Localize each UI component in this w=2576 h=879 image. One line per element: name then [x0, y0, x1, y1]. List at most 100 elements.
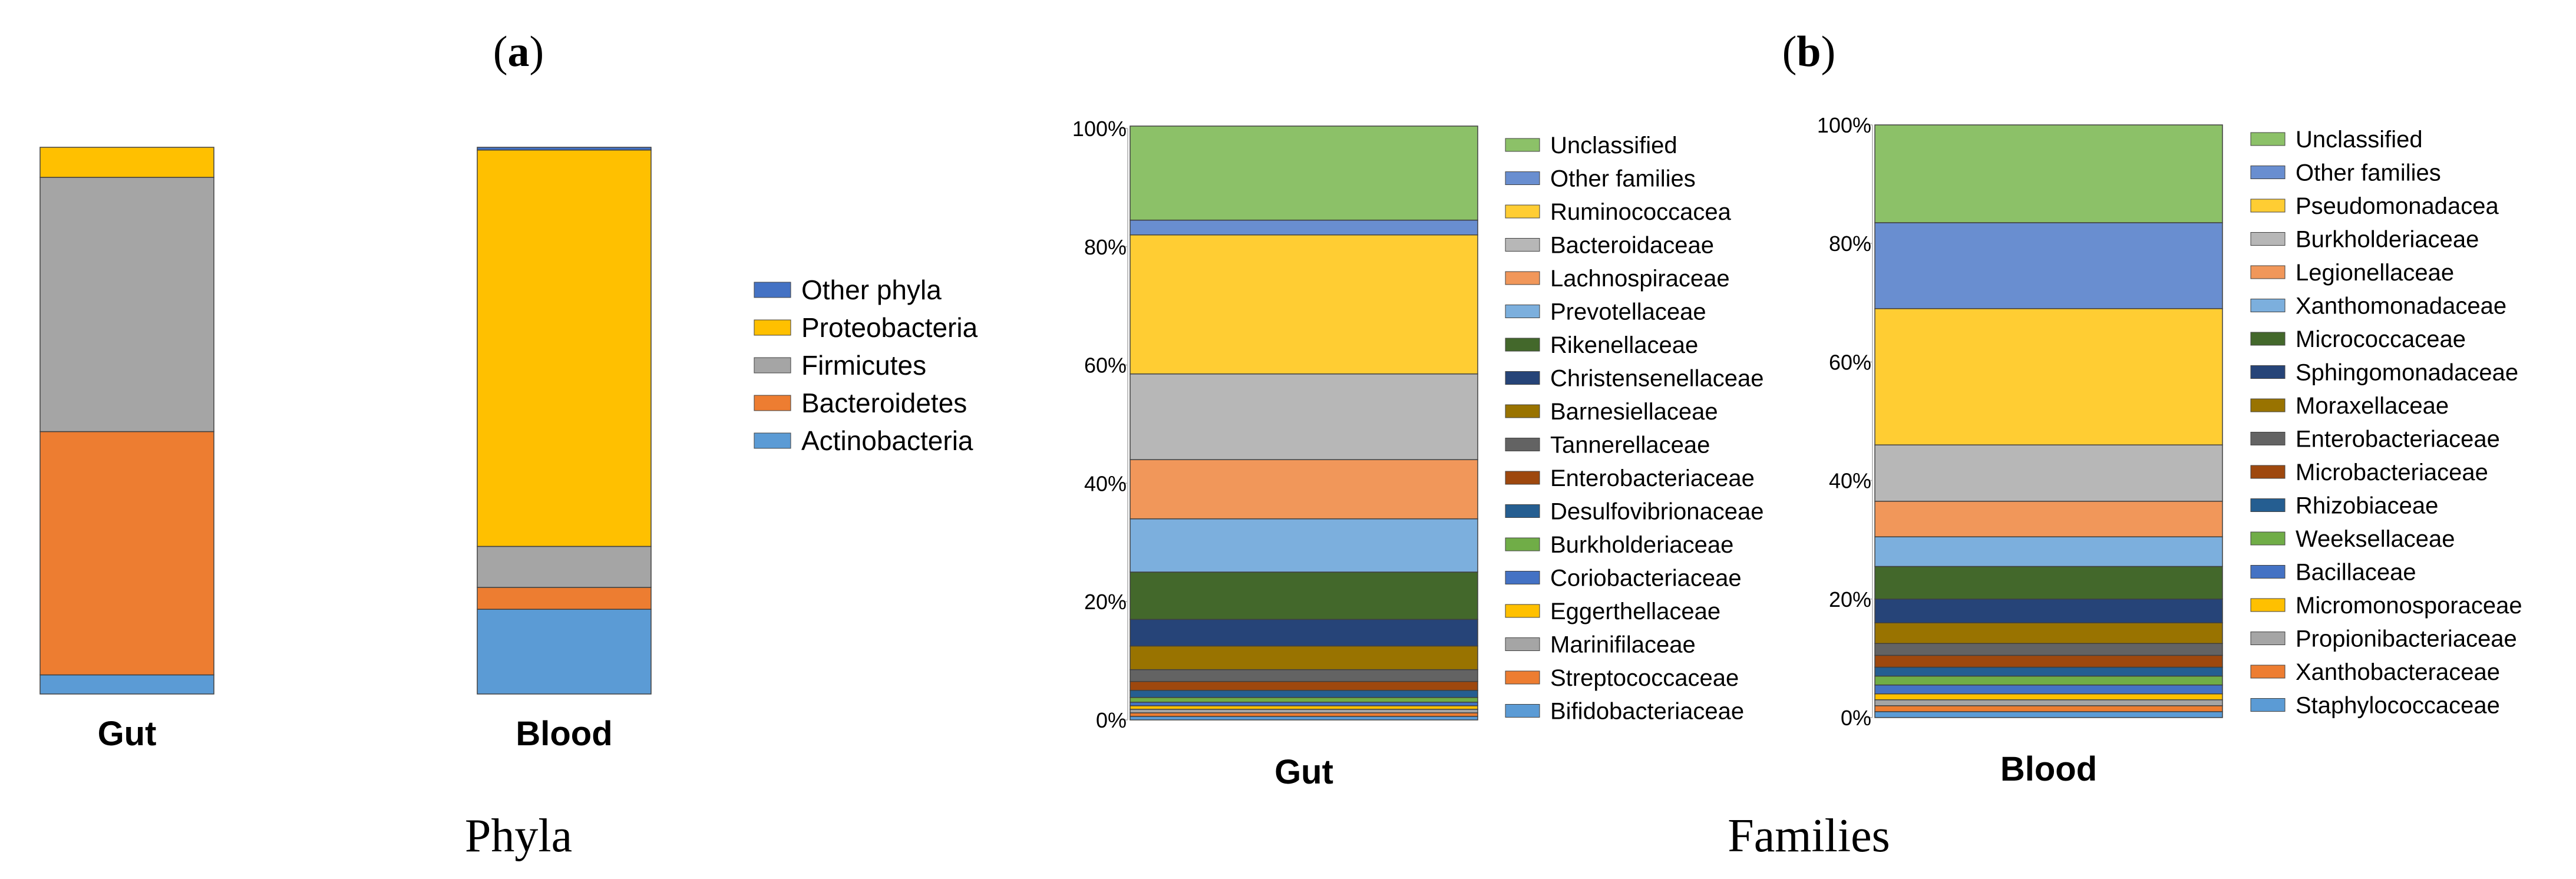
blood-families-legend-swatch-propionibacteriaceae — [2250, 632, 2286, 645]
gut-families-segment-streptococcaceae — [1130, 712, 1478, 717]
blood-families-category-label: Blood — [2000, 750, 2097, 788]
blood-families-segment-unclassified — [1874, 124, 2223, 223]
gut-families-segment-desulfovibrionaceae — [1130, 690, 1478, 698]
blood-families-segment-sphingomonadaceae — [1874, 599, 2223, 623]
gut-families-legend-label-tannerellaceae: Tannerellaceae — [1550, 432, 1710, 458]
gut-families-legend-label-streptococcaceae: Streptococcaceae — [1550, 665, 1739, 691]
gut-families-legend-swatch-bacteroidaceae — [1505, 238, 1540, 252]
gut-families-legend-swatch-burkholderiaceae — [1505, 537, 1540, 551]
phyla-category-label-gut: Gut — [98, 715, 157, 753]
blood-families-segment-xanthobacteraceae — [1874, 705, 2223, 712]
blood-families-legend-label-burkholderiaceae: Burkholderiaceae — [2296, 227, 2479, 253]
gut-families-segment-other-families — [1130, 219, 1478, 236]
blood-families-legend-swatch-staphylococcaceae — [2250, 698, 2286, 712]
gut-families-legend-swatch-marinifilaceae — [1505, 637, 1540, 651]
blood-families-legend-swatch-moraxellaceae — [2250, 398, 2286, 412]
phyla-legend-label-proteobacteria: Proteobacteria — [801, 312, 978, 343]
blood-families-segment-enterobacteriaceae — [1874, 643, 2223, 656]
phyla-legend-label-actinobacteria: Actinobacteria — [801, 425, 973, 456]
gut-families-segment-barnesiellaceae — [1130, 645, 1478, 670]
gut-families-tick-label: 60% — [1084, 353, 1127, 378]
gut-families-legend-label-enterobacteriaceae: Enterobacteriaceae — [1550, 465, 1755, 491]
blood-families-legend-swatch-burkholderiaceae — [2250, 232, 2286, 246]
blood-families-segment-other-families — [1874, 222, 2223, 309]
gut-families-segment-coriobacteriaceae — [1130, 702, 1478, 706]
gut-families-tick-label: 100% — [1072, 117, 1127, 141]
gut-families-legend-swatch-tannerellaceae — [1505, 438, 1540, 451]
gut-families-tick-label: 40% — [1084, 471, 1127, 495]
phyla-gut-segment-actinobacteria — [39, 674, 214, 695]
gut-families-tick-label: 20% — [1084, 590, 1127, 614]
blood-families-segment-moraxellaceae — [1874, 622, 2223, 645]
blood-families-legend-swatch-micromonosporaceae — [2250, 598, 2286, 612]
gut-families-segment-christensenellaceae — [1130, 619, 1478, 647]
phyla-legend-swatch-actinobacteria — [754, 432, 791, 449]
gut-families-legend-swatch-prevotellaceae — [1505, 305, 1540, 318]
gut-families-legend-label-barnesiellaceae: Barnesiellaceae — [1550, 399, 1718, 425]
blood-families-legend-swatch-micrococcaceae — [2250, 332, 2286, 346]
blood-families-legend-label-legionellaceae: Legionellaceae — [2296, 260, 2454, 286]
blood-families-segment-rhizobiaceae — [1874, 666, 2223, 677]
blood-families-segment-propionibacteriaceae — [1874, 699, 2223, 706]
blood-families-legend-label-pseudomonadacea: Pseudomonadacea — [2296, 193, 2499, 219]
blood-families-segment-pseudomonadacea — [1874, 308, 2223, 445]
blood-families-segment-bacillaceae — [1874, 684, 2223, 695]
blood-families-legend-label-enterobacteriaceae: Enterobacteriaceae — [2296, 427, 2500, 452]
blood-families-legend-label-rhizobiaceae: Rhizobiaceae — [2296, 493, 2438, 519]
gut-families-legend-swatch-bifidobacteriaceae — [1505, 704, 1540, 718]
gut-families-legend-swatch-enterobacteriaceae — [1505, 471, 1540, 485]
phyla-chart: Gut Blood Other phyla Proteobacteria Firmicu… — [39, 147, 978, 753]
phyla-blood-segment-actinobacteria — [477, 609, 652, 695]
blood-families-segment-burkholderiaceae — [1874, 444, 2223, 502]
gut-families-segment-tannerellaceae — [1130, 669, 1478, 682]
phyla-gut-segment-proteobacteria — [39, 147, 214, 178]
blood-families-legend-swatch-microbacteriaceae — [2250, 465, 2286, 479]
gut-families-legend-swatch-other-families — [1505, 171, 1540, 185]
gut-families-legend-label-christensenellaceae: Christensenellaceae — [1550, 366, 1763, 392]
blood-families-tick-label: 80% — [1829, 232, 1871, 256]
blood-families-chart: 0% 20% 40% 60% 80% 100% Blood Unclassified Other… — [1817, 113, 2522, 788]
gut-families-legend-swatch-rikenellaceae — [1505, 338, 1540, 352]
blood-families-tick-label: 100% — [1817, 113, 1871, 137]
gut-families-segment-bacteroidaceae — [1130, 373, 1478, 460]
blood-families-legend-swatch-rhizobiaceae — [2250, 498, 2286, 512]
phyla-legend-swatch-firmicutes — [754, 357, 791, 374]
blood-families-segment-micrococcaceae — [1874, 566, 2223, 600]
blood-families-segment-weeksellaceae — [1874, 675, 2223, 686]
gut-families-legend-swatch-streptococcaceae — [1505, 670, 1540, 685]
blood-families-legend-label-micromonosporaceae: Micromonosporaceae — [2296, 593, 2522, 619]
blood-families-legend-swatch-sphingomonadaceae — [2250, 365, 2286, 379]
phyla-blood-segment-proteobacteria — [477, 149, 652, 547]
gut-families-legend-label-other-families: Other families — [1550, 166, 1696, 192]
blood-families-tick-label: 20% — [1829, 587, 1871, 612]
blood-families-segment-micromonosporaceae — [1874, 693, 2223, 700]
phyla-legend-label-firmicutes: Firmicutes — [801, 350, 926, 381]
panel-b-caption: Families — [1728, 810, 1890, 862]
gut-families-legend-label-marinifilaceae: Marinifilaceae — [1550, 632, 1696, 658]
blood-families-legend-swatch-bacillaceae — [2250, 565, 2286, 579]
blood-families-legend-label-xanthomonadaceae: Xanthomonadaceae — [2296, 293, 2506, 319]
blood-families-legend-label-unclassified: Unclassified — [2296, 127, 2423, 153]
blood-families-legend-label-xanthobacteraceae: Xanthobacteraceae — [2296, 659, 2500, 685]
blood-families-legend-label-propionibacteriaceae: Propionibacteriaceae — [2296, 626, 2517, 652]
gut-families-legend-label-eggerthellaceae: Eggerthellaceae — [1550, 599, 1720, 624]
phyla-legend-swatch-proteobacteria — [754, 319, 791, 336]
blood-families-legend-swatch-weeksellaceae — [2250, 531, 2286, 546]
blood-families-legend-label-microbacteriaceae: Microbacteriaceae — [2296, 460, 2488, 485]
phyla-blood-segment-bacteroidetes — [477, 587, 652, 610]
blood-families-tick-label: 60% — [1829, 350, 1871, 374]
phyla-category-label-blood: Blood — [516, 715, 612, 753]
gut-families-legend-label-bacteroidaceae: Bacteroidaceae — [1550, 233, 1714, 259]
gut-families-segment-ruminococcacea — [1130, 234, 1478, 375]
gut-families-category-label: Gut — [1274, 753, 1333, 791]
phyla-gut-segment-firmicutes — [39, 177, 214, 432]
panel-a-label: (a) — [493, 28, 544, 76]
gut-families-segment-burkholderiaceae — [1130, 697, 1478, 703]
gut-families-legend-label-ruminococcacea: Ruminococcacea — [1550, 199, 1732, 225]
blood-families-legend-swatch-unclassified — [2250, 132, 2286, 146]
blood-families-legend-label-weeksellaceae: Weeksellaceae — [2296, 526, 2455, 552]
gut-families-legend-swatch-coriobacteriaceae — [1505, 571, 1540, 584]
gut-families-segment-marinifilaceae — [1130, 709, 1478, 713]
gut-families-legend-swatch-lachnospiraceae — [1505, 271, 1540, 285]
